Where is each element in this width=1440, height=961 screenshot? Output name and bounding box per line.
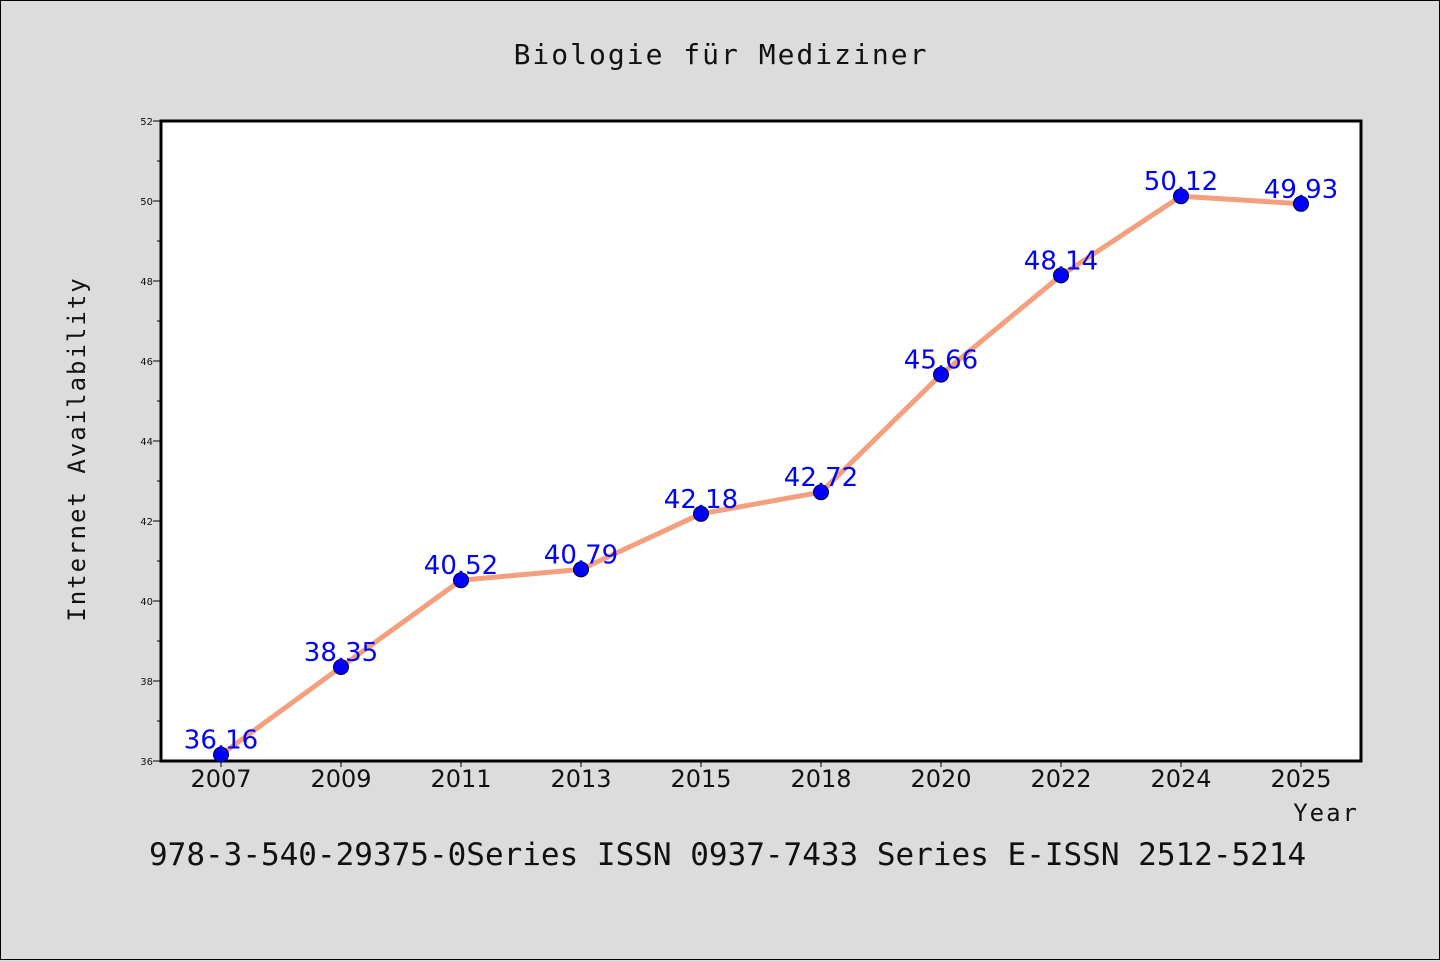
x-tick-label: 2007 [190,765,251,793]
y-tick-label: 48 [140,277,153,288]
x-tick-label: 2020 [910,765,971,793]
y-tick-label: 42 [140,517,153,528]
data-point-marker [693,505,709,522]
data-label: 40.52 [424,551,498,581]
footer-isbn-text: 978-3-540-29375-0Series ISSN 0937-7433 S… [149,837,1306,873]
x-tick-label: 2015 [670,765,731,793]
y-tick-label: 46 [140,357,153,368]
data-point-marker [333,659,349,675]
x-tick-label: 2024 [1150,765,1211,793]
y-tick-label: 52 [140,117,153,128]
x-tick-label: 2018 [790,765,851,793]
y-tick-label: 50 [140,197,153,208]
x-tick-label: 2022 [1030,765,1091,793]
y-axis: 36 38 40 42 44 46 48 50 52 [140,117,161,768]
x-tick-label: 2025 [1270,765,1331,793]
data-label: 40.79 [544,540,618,570]
data-label: 42.72 [784,463,858,493]
data-point-marker [213,746,229,763]
chart-title: Biologie für Mediziner [514,38,929,71]
data-label: 38.35 [304,638,378,668]
data-point-marker [1293,195,1309,212]
y-tick-label: 38 [140,677,153,688]
y-tick-label: 44 [140,437,153,448]
x-tick-label: 2009 [310,765,371,793]
data-label: 45.66 [904,346,978,376]
data-label: 48.14 [1024,246,1098,276]
data-point-marker [813,484,829,501]
data-label: 42.18 [664,485,738,515]
y-tick-label: 36 [140,757,153,768]
data-label: 36.16 [184,726,258,756]
data-label: 49.93 [1264,175,1338,205]
series-line: 36.16 38.35 40.52 40.79 42.18 42.72 45.66 48.14… [184,167,1338,763]
x-axis: 2007 2009 2011 2013 2015 2018 2020 2022 2024 2025 [190,761,1332,793]
x-axis-label: Year [1293,799,1359,827]
y-tick-label: 40 [140,597,153,608]
x-tick-label: 2011 [430,765,491,793]
x-tick-label: 2013 [550,765,611,793]
data-point-marker [1173,188,1189,205]
data-point-marker [573,561,589,578]
series-line-path [219,193,1302,757]
data-label: 50.12 [1144,167,1218,197]
y-axis-label: Internet Availability [63,276,91,621]
data-point-marker [1053,267,1069,284]
data-point-marker [453,572,469,589]
data-point-marker [933,366,949,383]
